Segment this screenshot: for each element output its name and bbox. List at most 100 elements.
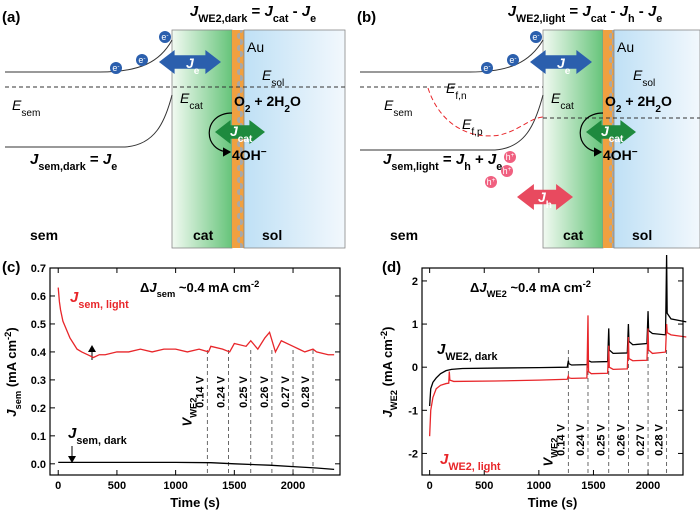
text-part: sem xyxy=(21,108,40,119)
text-part: cat xyxy=(591,13,607,25)
region-label: sem xyxy=(390,227,418,243)
reaction-label: 4OH− xyxy=(232,147,267,164)
text-part: E xyxy=(262,67,272,83)
y-tick-label: 1 xyxy=(412,319,418,331)
series-line xyxy=(428,315,687,437)
x-tick-label: 1500 xyxy=(222,480,246,492)
text-part: + xyxy=(511,152,515,159)
text-part: - xyxy=(143,55,145,62)
text-part: e xyxy=(138,55,143,65)
text-part: J xyxy=(380,409,395,417)
series-label: Jsem, light xyxy=(70,289,129,311)
voltage-label: 0.28 V xyxy=(654,423,666,455)
text-part: sem,dark xyxy=(38,161,86,173)
y-tick-label: -2 xyxy=(408,448,418,460)
electron xyxy=(481,62,493,74)
energy-label: Esem xyxy=(384,97,412,119)
text-part: J xyxy=(190,3,199,20)
text-part: sem xyxy=(393,108,412,119)
electron xyxy=(159,31,171,43)
electron-label: e- xyxy=(509,55,516,66)
text-part: E xyxy=(446,80,456,96)
text-part: = xyxy=(86,151,103,168)
voltage-label: 0.26 V xyxy=(259,375,271,407)
reaction-label: 4OH− xyxy=(603,147,638,164)
text-part: (mA cm xyxy=(380,339,395,390)
text-part: J xyxy=(186,55,195,71)
text-part: O xyxy=(605,93,616,109)
energy-label: Ef,n xyxy=(446,80,467,102)
text-part: J xyxy=(302,3,311,20)
text-part: J xyxy=(4,409,19,417)
text-part: e xyxy=(161,32,166,42)
text-part: sol xyxy=(271,78,284,89)
hole-label: h+ xyxy=(506,152,515,163)
hole xyxy=(501,165,513,177)
text-part: E xyxy=(462,116,472,132)
text-part: J xyxy=(230,123,239,139)
diagram-shapes xyxy=(5,29,700,463)
text-part: f,p xyxy=(471,127,483,138)
y-axis-label: Jsem (mA cm-2) xyxy=(3,327,23,416)
panel-label: (d) xyxy=(382,259,401,276)
series-line xyxy=(57,287,335,359)
x-tick-label: 500 xyxy=(108,480,126,492)
panel-label: (c) xyxy=(2,259,20,276)
text-part: + 2H xyxy=(622,93,656,109)
text-part: - xyxy=(117,63,119,70)
text-part: e xyxy=(483,63,488,73)
voltage-label: 0.14 V xyxy=(555,423,567,455)
band-edge xyxy=(5,39,173,73)
text-part: = xyxy=(565,3,582,20)
text-part: e xyxy=(656,13,662,25)
text-part: J xyxy=(601,123,610,139)
solution-region xyxy=(243,29,346,249)
text-part: e xyxy=(194,66,200,77)
electron xyxy=(507,54,519,66)
y-tick-label: 0.7 xyxy=(31,263,46,275)
energy-label: Ef,p xyxy=(462,116,483,138)
series-label: JWE2, light xyxy=(440,451,501,473)
y-tick-label: 0.0 xyxy=(31,459,46,471)
panel-label: (b) xyxy=(357,9,376,26)
region-label: sol xyxy=(262,227,282,243)
text-part: E xyxy=(180,90,190,106)
voltage-label: 0.25 V xyxy=(238,375,250,407)
current-label: Jcat xyxy=(601,123,624,145)
text-part: e xyxy=(496,161,502,173)
text-part: E xyxy=(12,97,22,113)
double-arrow xyxy=(159,50,221,74)
voltage-title: VWE2 xyxy=(540,438,559,467)
text-part: J xyxy=(488,151,497,168)
text-part: - xyxy=(488,63,490,70)
text-part: WE2, dark xyxy=(445,351,498,363)
electron xyxy=(530,31,542,43)
text-part: V xyxy=(179,416,194,426)
text-part: cat xyxy=(238,134,253,145)
y-tick-label: 0 xyxy=(412,362,418,374)
current-label: Je xyxy=(186,55,200,77)
hole xyxy=(485,176,497,188)
text-part: e xyxy=(565,66,571,77)
text-part: = xyxy=(439,151,456,168)
text-part: h xyxy=(503,166,508,176)
text-part: J xyxy=(557,55,566,71)
reaction-label: O2 + 2H2O xyxy=(605,93,672,115)
x-tick-label: 1000 xyxy=(527,480,551,492)
text-part: sem, light xyxy=(78,299,129,311)
chart: (c) 0.0 0.1 0.2 0.3 0.4 0.5 0.6 0.7 0 500 1000 1500 2… xyxy=(2,259,341,510)
text-part: 2 xyxy=(616,104,622,115)
text-part: - xyxy=(537,32,539,39)
text-part: O xyxy=(234,93,245,109)
text-part: J xyxy=(30,151,39,168)
text-part: cat xyxy=(560,101,574,112)
voltage-label: 0.24 V xyxy=(215,375,227,407)
series-label: Jsem, dark xyxy=(68,425,128,447)
text-part: J xyxy=(620,3,629,20)
y-tick-label: 0.5 xyxy=(31,319,46,331)
voltage-label: 0.27 V xyxy=(635,423,647,455)
au-layer xyxy=(232,30,244,248)
double-arrow xyxy=(215,120,265,144)
